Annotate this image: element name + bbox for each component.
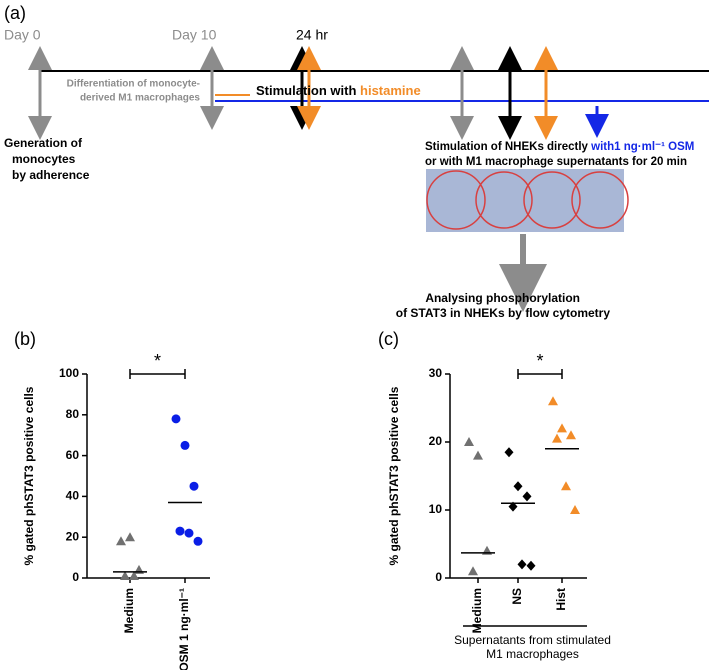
step-text: by adherence [12, 168, 90, 182]
x-axis-label: M1 macrophages [486, 647, 579, 661]
data-point [125, 532, 135, 542]
significance-label: * [536, 351, 543, 371]
arrows [28, 46, 609, 312]
step-text: Analysing phosphorylation [425, 291, 580, 305]
panel-label: (a) [4, 3, 26, 23]
significance-label: * [154, 351, 161, 371]
x-tick-label: Medium [122, 588, 136, 633]
data-point [116, 536, 126, 546]
step-text: Stimulation with [256, 83, 356, 98]
cell-image [426, 169, 629, 232]
data-point [557, 423, 567, 433]
y-tick-label: 40 [66, 489, 80, 503]
data-point [175, 526, 185, 536]
step-text: histamine [360, 83, 421, 98]
data-point [548, 396, 558, 406]
y-tick-label: 20 [429, 434, 443, 448]
x-tick-label: Medium [470, 588, 484, 633]
data-point [526, 560, 536, 571]
y-tick-label: 60 [66, 448, 80, 462]
y-tick-label: 30 [429, 366, 443, 380]
day-label: Day 10 [172, 27, 217, 43]
data-point [552, 433, 562, 443]
data-point [504, 447, 514, 458]
y-axis-label: % gated phSTAT3 positive cells [22, 386, 36, 565]
y-tick-label: 0 [435, 570, 442, 584]
step-text: Stimulation with histamine [256, 83, 421, 98]
day-label: Day 0 [4, 27, 41, 43]
y-tick-label: 10 [429, 502, 443, 516]
panel-a: (a) Day 0 Day 10 24 hr Differentiation o… [4, 3, 709, 320]
x-tick-label: Hist [554, 588, 568, 611]
step-text: or with M1 macrophage supernatants for 2… [425, 156, 687, 168]
data-point [171, 414, 181, 424]
x-tick-label: OSM 1 ng·ml⁻¹ [177, 588, 191, 670]
data-point [517, 559, 527, 570]
step-text: monocytes [12, 152, 76, 166]
data-point [508, 501, 518, 512]
data-point [468, 566, 478, 576]
y-tick-label: 20 [66, 529, 80, 543]
time-label: 24 hr [296, 27, 328, 43]
y-tick-label: 100 [59, 366, 79, 380]
x-axis-label: Supernatants from stimulated [454, 633, 611, 647]
x-tick-label: NS [510, 588, 524, 605]
step-text: Stimulation of NHEKs directly [425, 141, 589, 153]
step-text: with1 ng·ml⁻¹ OSM [590, 141, 694, 153]
data-point [473, 450, 483, 460]
data-point [189, 481, 199, 491]
data-point [120, 570, 130, 580]
data-point [180, 440, 190, 450]
step-text: derived M1 macrophages [80, 93, 200, 104]
data-point [566, 430, 576, 440]
data-point [184, 528, 194, 538]
significance-bracket [129, 369, 186, 379]
data-point [464, 437, 474, 446]
y-tick-label: 0 [72, 570, 79, 584]
y-tick-label: 80 [66, 407, 80, 421]
panel-label: (b) [14, 329, 36, 349]
data-point [522, 491, 532, 502]
data-point [561, 481, 571, 491]
step-text: Differentiation of monocyte- [67, 79, 200, 90]
step-text: Stimulation of NHEKs directly with1 ng·m… [425, 141, 694, 153]
data-point [570, 505, 580, 514]
step-text: of STAT3 in NHEKs by flow cytometry [396, 306, 611, 320]
panel-label: (c) [378, 329, 399, 349]
data-point [193, 536, 203, 546]
y-axis-label: % gated phSTAT3 positive cells [387, 386, 401, 565]
data-point [129, 570, 139, 580]
significance-bracket [517, 369, 563, 379]
data-point [513, 481, 523, 492]
step-text: Generation of [4, 136, 83, 150]
